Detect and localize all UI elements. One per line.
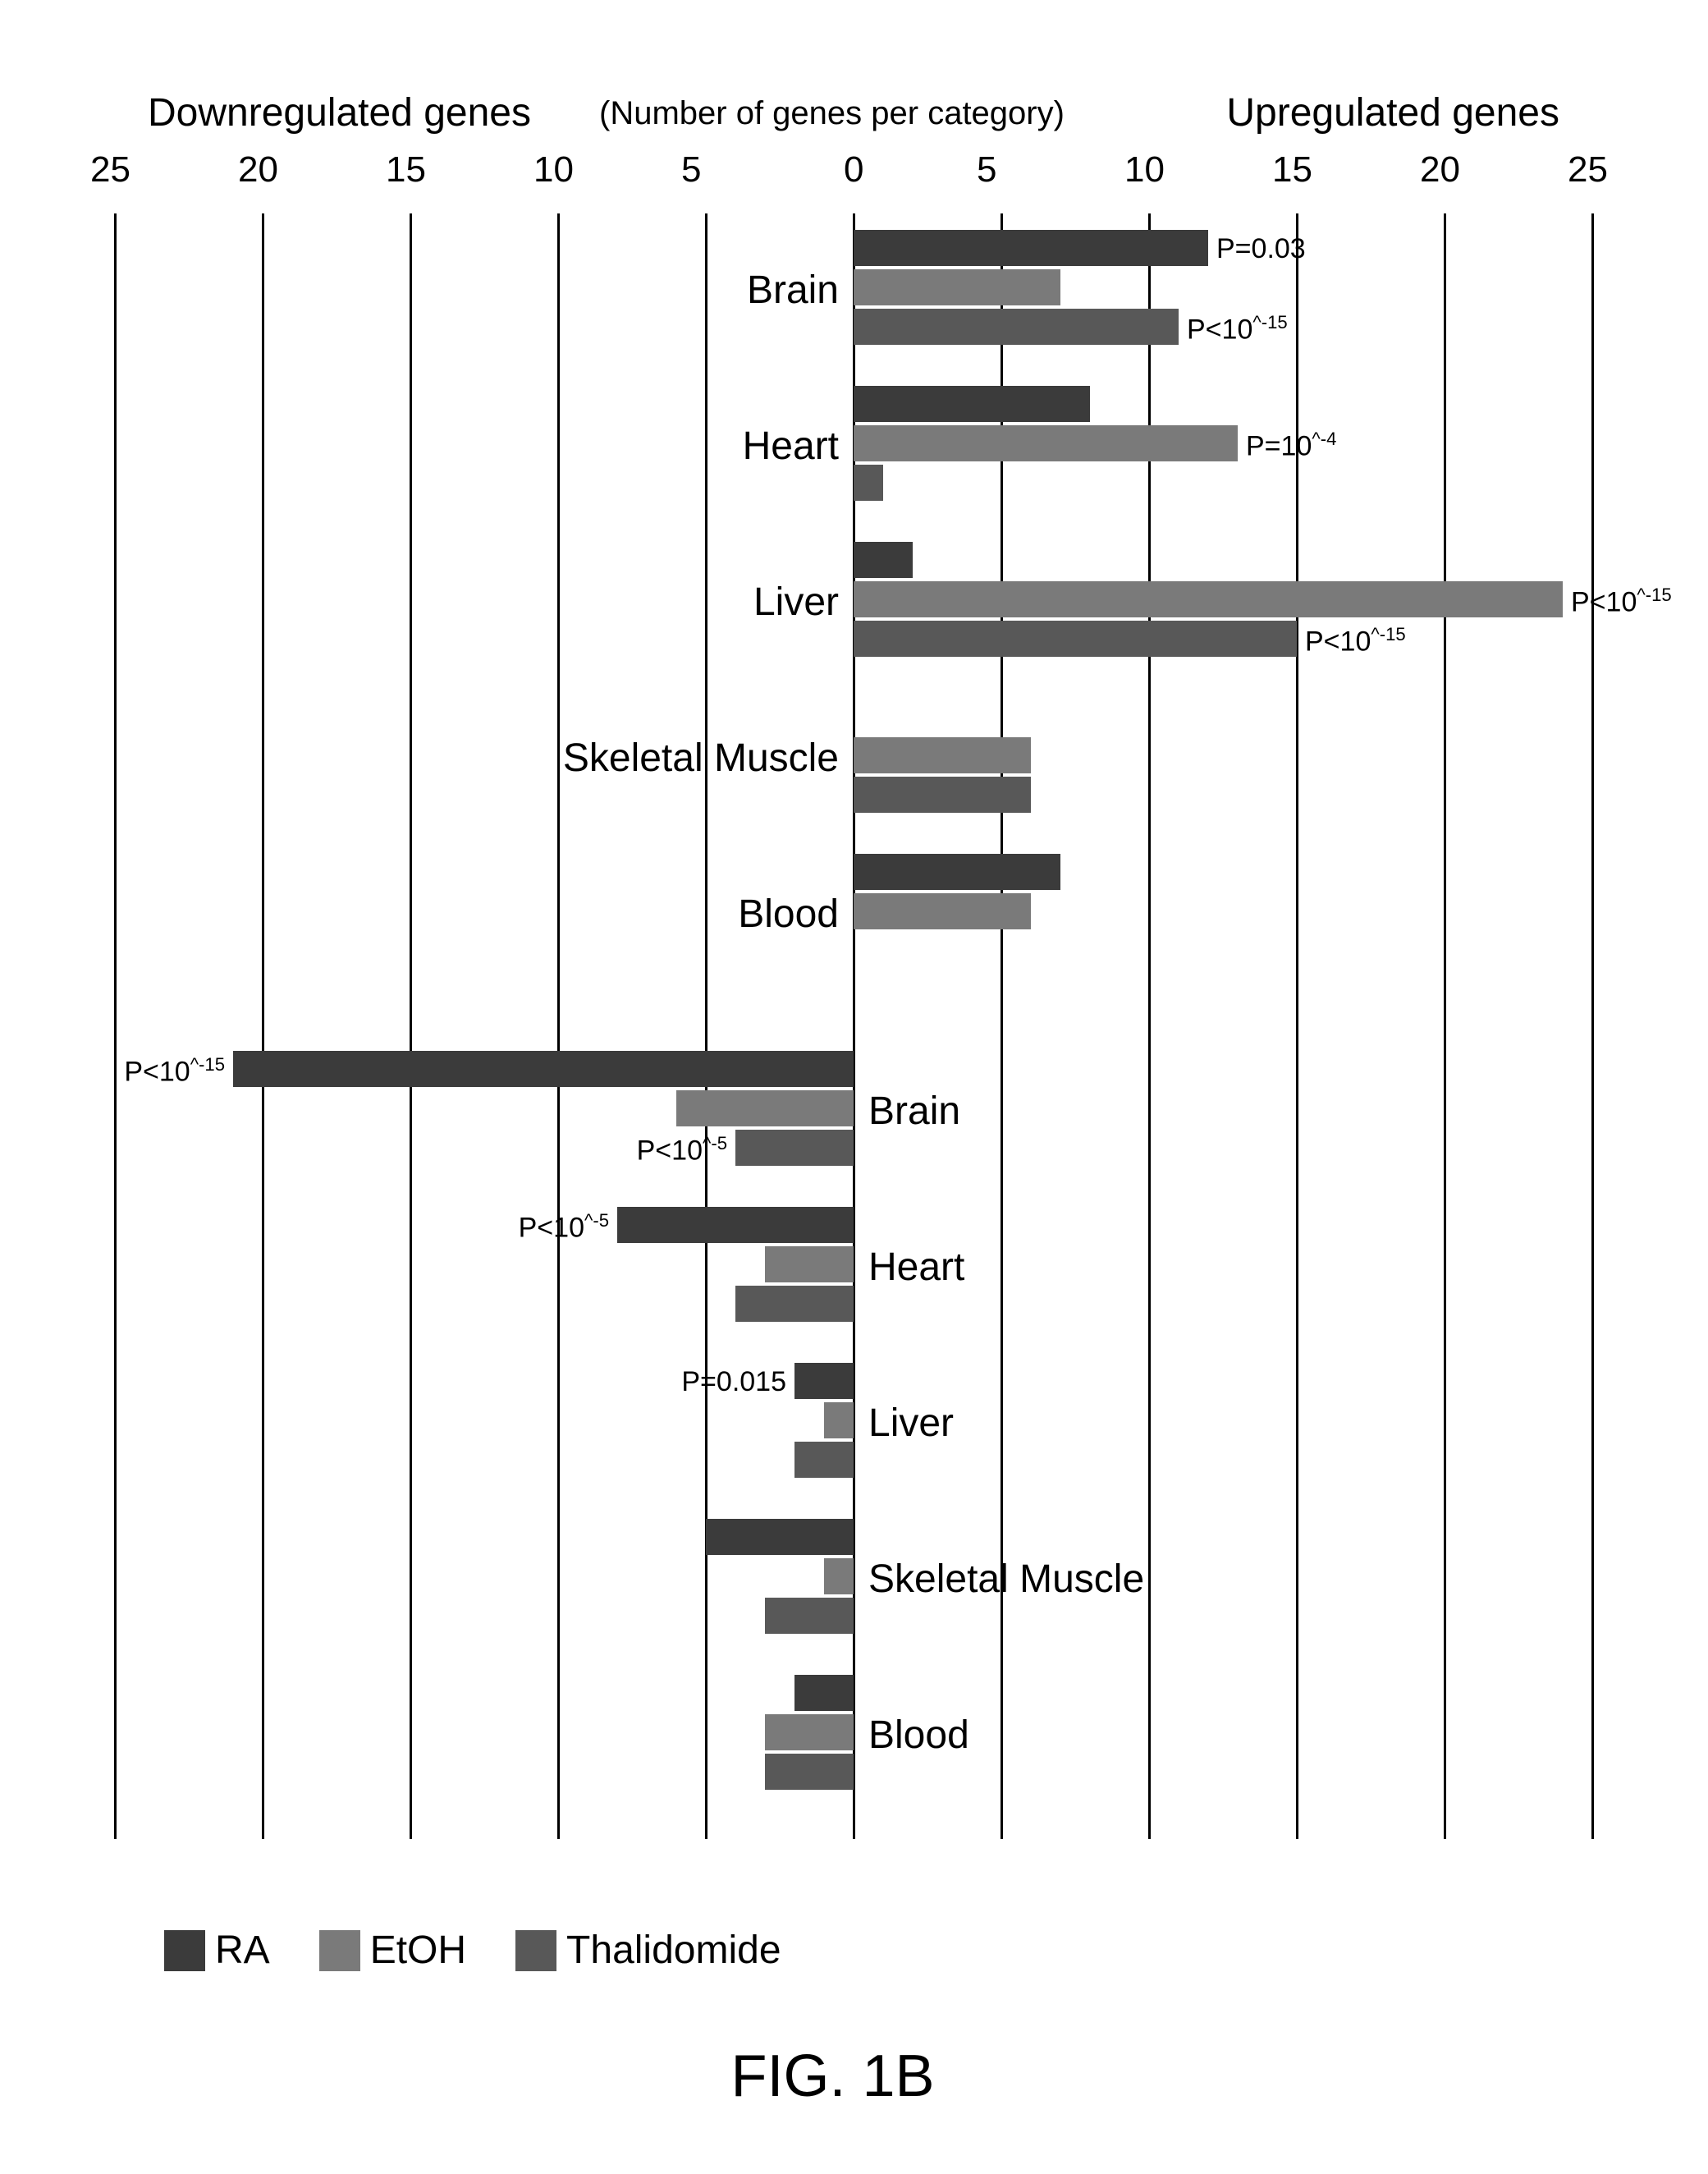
cat-up-brain: Brain [747,268,839,313]
bar-up-liver-ra [854,542,913,578]
gridline [410,213,412,1839]
bar-down-heart-thalidomide [735,1286,854,1322]
legend-label: RA [215,1928,270,1973]
gridline [557,213,560,1839]
figure: Downregulated genes Upregulated genes (Num… [0,0,1708,2174]
bar-down-liver-etoh [824,1402,854,1438]
bar-up-blood-ra [854,854,1060,890]
pval-up-brain-thalidomide: P<10^-15 [1187,312,1288,346]
tick-down-25: 25 [90,149,131,190]
legend-item-etoh: EtOH [319,1928,466,1973]
cat-down-blood: Blood [868,1713,969,1758]
bar-down-skeletal-muscle-ra [706,1519,854,1555]
bar-down-liver-ra [794,1363,854,1399]
bar-up-skeletal-muscle-etoh [854,737,1031,773]
axis-label-center: (Number of genes per category) [599,95,1065,132]
bar-up-brain-thalidomide [854,309,1179,345]
cat-up-heart: Heart [743,424,839,469]
legend-item-thalidomide: Thalidomide [515,1928,781,1973]
tick-down-15: 15 [386,149,426,190]
bar-down-skeletal-muscle-etoh [824,1558,854,1594]
pval-down-heart-ra: P<10^-5 [519,1210,609,1244]
axis-label-up: Upregulated genes [1226,90,1559,135]
bar-down-liver-thalidomide [794,1442,854,1478]
gridline [1444,213,1446,1839]
bar-up-heart-thalidomide [854,465,883,501]
bar-down-skeletal-muscle-thalidomide [765,1598,854,1634]
tick-up-25: 25 [1568,149,1608,190]
bar-down-heart-etoh [765,1246,854,1282]
tick-down-10: 10 [533,149,574,190]
bar-down-brain-etoh [676,1090,854,1126]
cat-up-blood: Blood [738,892,839,937]
gridline [1591,213,1594,1839]
pval-up-liver-thalidomide: P<10^-15 [1305,624,1406,658]
bar-up-heart-etoh [854,425,1238,461]
bar-down-blood-ra [794,1675,854,1711]
legend-label: Thalidomide [566,1928,781,1973]
pval-up-liver-etoh: P<10^-15 [1571,585,1672,618]
bar-down-heart-ra [617,1207,854,1243]
bar-up-liver-thalidomide [854,621,1297,657]
bar-down-brain-thalidomide [735,1130,854,1166]
pval-down-brain-ra: P<10^-15 [124,1054,225,1088]
bar-up-skeletal-muscle-thalidomide [854,777,1031,813]
legend-swatch [164,1930,205,1971]
tick-down-20: 20 [238,149,278,190]
cat-down-liver: Liver [868,1401,954,1446]
tick-up-15: 15 [1272,149,1312,190]
axis-label-down: Downregulated genes [148,90,531,135]
bar-down-blood-etoh [765,1714,854,1750]
cat-down-heart: Heart [868,1245,964,1290]
bar-up-brain-etoh [854,269,1060,305]
bar-down-brain-ra [233,1051,854,1087]
legend-label: EtOH [370,1928,466,1973]
tick-zero: 0 [844,149,863,190]
tick-up-10: 10 [1124,149,1165,190]
gridline [705,213,707,1839]
bar-up-heart-ra [854,386,1090,422]
pval-down-brain-thalidomide: P<10^-5 [637,1133,727,1167]
legend-swatch [515,1930,556,1971]
bar-down-blood-thalidomide [765,1754,854,1790]
pval-up-brain-ra: P=0.03 [1216,233,1306,265]
cat-up-skeletal-muscle: Skeletal Muscle [563,736,839,781]
legend-item-ra: RA [164,1928,270,1973]
bar-up-liver-etoh [854,581,1563,617]
pval-up-heart-etoh: P=10^-4 [1246,429,1336,462]
cat-up-liver: Liver [753,580,839,625]
gridline [262,213,264,1839]
gridline [114,213,117,1839]
tick-up-20: 20 [1420,149,1460,190]
figure-caption: FIG. 1B [731,2043,935,2110]
legend-swatch [319,1930,360,1971]
bar-up-brain-ra [854,230,1208,266]
pval-down-liver-ra: P=0.015 [681,1366,786,1398]
tick-down-5: 5 [681,149,701,190]
tick-up-5: 5 [977,149,996,190]
bar-up-blood-etoh [854,893,1031,929]
cat-down-brain: Brain [868,1089,960,1134]
cat-down-skeletal-muscle: Skeletal Muscle [868,1557,1144,1602]
legend: RA EtOH Thalidomide [164,1928,781,1973]
